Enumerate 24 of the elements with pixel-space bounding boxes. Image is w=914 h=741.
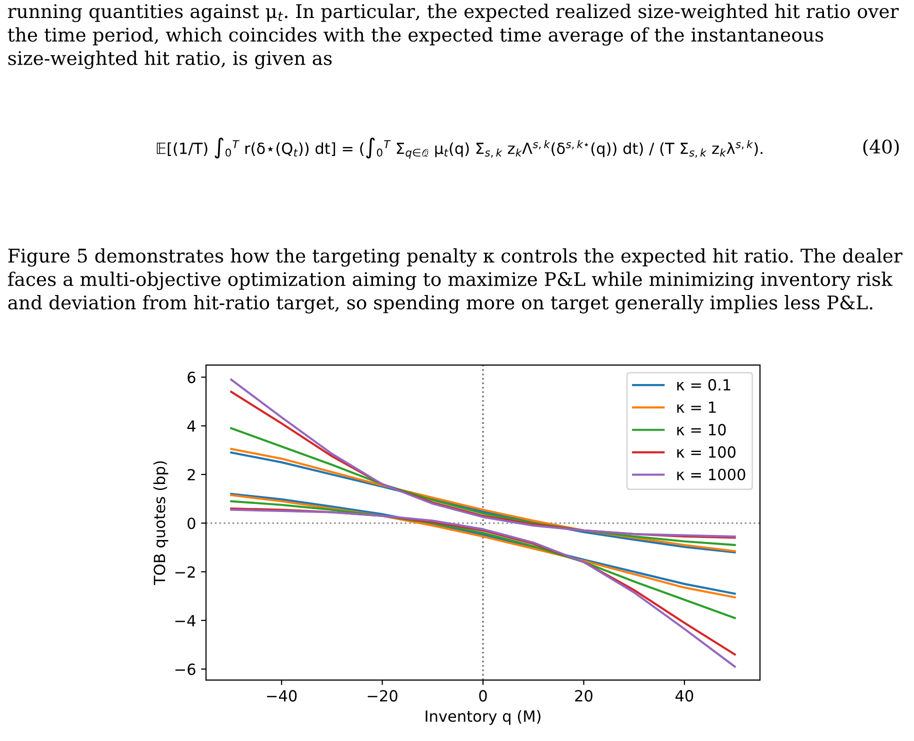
text: running quantities against μ$_{t}$. In particular, the expected realized size-weighted hit ratio over the time period, which coincides with the expected time average of the instantaneous size-weighted hit ratio, is given as — [8, 4, 899, 70]
text: 𝔼[(1/T) ∫$_{0}$$^{T}$ r(δ⋆(Q$_{t}$)) dt] = (∫$_{0}$$^{T}$ Σ$_{q∈𝒬}$ μ$_{t}$(q) Σ$_{s,k}$ z$_{k}$Λ$^{s,k}$(δ$^{s,k⋆}$(q)) dt) / (T Σ$_{s,k}$ z$_{k}$λ$^{s,k}$). — [156, 138, 762, 159]
legend-label: κ = 0.1 — [677, 379, 730, 391]
y-tick-label: 4 — [187, 420, 196, 432]
x-tick-label: 0 — [479, 690, 487, 702]
legend-label: κ = 10 — [677, 424, 726, 436]
y-tick-label: −2 — [175, 566, 195, 578]
y-tick-label: 6 — [188, 372, 196, 384]
y-axis-title: TOB quotes (bp) — [153, 461, 168, 586]
legend-label: κ = 100 — [677, 446, 736, 458]
caption: Figure 5 demonstrates how the targeting penalty κ controls the expected hit ratio. The dealer faces a multi-objective optimization aiming to maximize P&L while minimizing inventory risk and deviation from hit-ratio target, so spending more on target generally implies less P&L. — [8, 248, 902, 314]
y-tick-label: 0 — [188, 518, 196, 530]
legend-label: κ = 1000 — [677, 468, 746, 480]
line-series — [230, 500, 736, 620]
y-tick-label: −4 — [175, 615, 196, 626]
y-tick-label: −6 — [175, 664, 196, 676]
x-tick-label: 40 — [675, 690, 694, 702]
y-tick-label: 2 — [188, 468, 195, 480]
x-tick-label: 20 — [575, 690, 592, 702]
x-tick-label: −40 — [267, 690, 297, 702]
legend-label: κ = 1 — [677, 402, 716, 413]
x-tick-label: −20 — [368, 690, 398, 702]
text: (40) — [863, 139, 899, 156]
x-axis-title: Inventory q (M) — [426, 710, 540, 725]
